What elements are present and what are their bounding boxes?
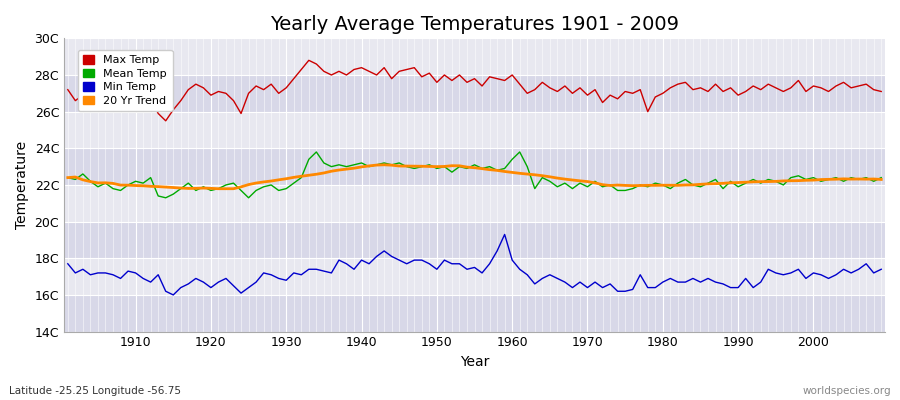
Text: Latitude -25.25 Longitude -56.75: Latitude -25.25 Longitude -56.75 bbox=[9, 386, 181, 396]
Legend: Max Temp, Mean Temp, Min Temp, 20 Yr Trend: Max Temp, Mean Temp, Min Temp, 20 Yr Tre… bbox=[77, 50, 173, 111]
Bar bbox=[64, 75, 885, 112]
Y-axis label: Temperature: Temperature bbox=[15, 141, 29, 229]
X-axis label: Year: Year bbox=[460, 355, 490, 369]
Text: worldspecies.org: worldspecies.org bbox=[803, 386, 891, 396]
Bar bbox=[64, 38, 885, 75]
Bar bbox=[64, 295, 885, 332]
Title: Yearly Average Temperatures 1901 - 2009: Yearly Average Temperatures 1901 - 2009 bbox=[270, 15, 679, 34]
Bar bbox=[64, 185, 885, 222]
Bar bbox=[64, 222, 885, 258]
Bar bbox=[64, 258, 885, 295]
Bar bbox=[64, 112, 885, 148]
Bar bbox=[64, 148, 885, 185]
